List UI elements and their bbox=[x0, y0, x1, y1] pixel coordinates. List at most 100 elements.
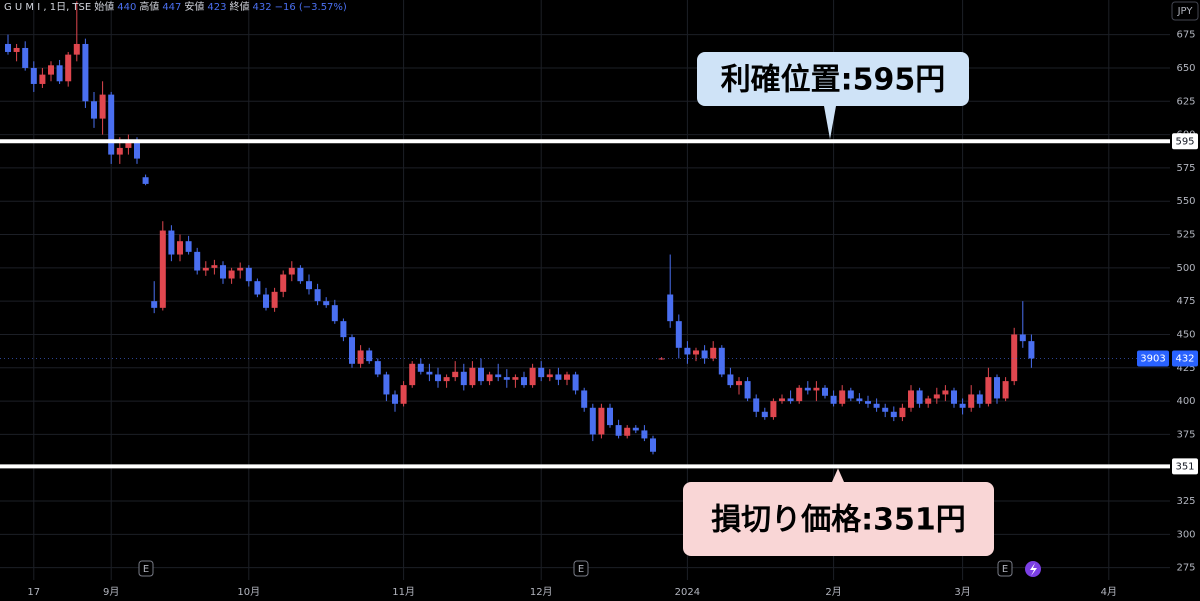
candle-body bbox=[598, 407, 605, 435]
candle-body bbox=[228, 270, 235, 279]
candle-body bbox=[658, 358, 665, 360]
x-tick-label: 9月 bbox=[103, 586, 119, 598]
candle-body bbox=[99, 94, 106, 119]
event-marker: E bbox=[143, 564, 149, 575]
candle-body bbox=[177, 241, 183, 255]
x-tick-label: 11月 bbox=[392, 586, 415, 598]
candle-body bbox=[675, 321, 682, 348]
candles bbox=[5, 1, 1035, 455]
candle-body bbox=[753, 398, 760, 412]
ohlc-label: 安値 bbox=[184, 0, 204, 13]
candle-body bbox=[331, 305, 338, 322]
candle-body bbox=[306, 281, 312, 290]
candle-body bbox=[770, 401, 777, 418]
candle-body bbox=[865, 401, 871, 404]
candle-body bbox=[349, 337, 355, 364]
candle-body bbox=[56, 65, 63, 82]
candle-body bbox=[323, 301, 330, 306]
x-tick-label: 4月 bbox=[1101, 586, 1117, 598]
event-marker-box bbox=[997, 560, 1013, 577]
candle-body bbox=[572, 374, 579, 391]
candle-body bbox=[73, 43, 80, 55]
callout-label: 損切り価格:351円 bbox=[711, 503, 966, 538]
candle-body bbox=[263, 294, 269, 308]
candle-body bbox=[254, 281, 261, 295]
candle-body bbox=[417, 363, 424, 372]
candle-body bbox=[220, 265, 226, 279]
callout-pointer bbox=[824, 106, 836, 140]
candle-body bbox=[5, 43, 11, 52]
y-tick-label: 625 bbox=[1176, 96, 1195, 107]
candle-body bbox=[366, 350, 373, 362]
candle-body bbox=[435, 374, 441, 382]
candle-body bbox=[374, 361, 381, 375]
candle-body bbox=[486, 374, 493, 382]
candle-body bbox=[288, 267, 295, 275]
candle-body bbox=[211, 265, 218, 268]
x-tick-label: 2月 bbox=[825, 586, 841, 598]
candle-body bbox=[830, 395, 837, 404]
y-tick-label: 525 bbox=[1176, 230, 1195, 241]
candle-body bbox=[916, 390, 923, 404]
candle-body bbox=[968, 394, 975, 408]
candle-body bbox=[684, 347, 691, 355]
level-axis-box bbox=[1172, 133, 1198, 150]
candle-body bbox=[297, 267, 304, 282]
candle-body bbox=[392, 394, 398, 404]
candle-body bbox=[744, 381, 751, 399]
candle-body bbox=[607, 407, 613, 426]
candle-body bbox=[976, 394, 983, 404]
candle-body bbox=[125, 141, 132, 148]
candle-body bbox=[632, 427, 639, 431]
currency: JPY bbox=[1177, 6, 1194, 17]
candle-body bbox=[1019, 334, 1026, 342]
candle-body bbox=[538, 367, 545, 378]
candle-body bbox=[159, 230, 166, 308]
y-tick-label: 325 bbox=[1176, 496, 1195, 507]
candle-body bbox=[813, 387, 820, 391]
candle-body bbox=[667, 294, 674, 322]
candle-body bbox=[142, 177, 149, 184]
candle-body bbox=[951, 390, 957, 404]
candle-body bbox=[856, 398, 863, 402]
candle-body bbox=[134, 141, 140, 159]
candle-body bbox=[400, 385, 407, 404]
ohlc-label: 始値 bbox=[94, 0, 114, 13]
candle-body bbox=[761, 411, 768, 418]
candle-body bbox=[736, 381, 742, 386]
ohlc-label: 終値 bbox=[230, 0, 250, 13]
ohlc-label: 高値 bbox=[139, 0, 159, 13]
y-tick-label: 450 bbox=[1176, 329, 1195, 340]
candle-body bbox=[959, 403, 966, 408]
candle-body bbox=[839, 390, 846, 404]
candle-body bbox=[314, 289, 321, 302]
ohlc-value: 440 bbox=[117, 2, 136, 13]
level-axis-label: 595 bbox=[1175, 136, 1194, 147]
candle-body bbox=[727, 374, 734, 386]
candle-body bbox=[804, 387, 811, 391]
y-tick-label: 375 bbox=[1176, 429, 1195, 440]
y-tick-label: 550 bbox=[1176, 196, 1195, 207]
candle-body bbox=[151, 301, 158, 308]
x-tick-label: 10月 bbox=[237, 586, 260, 598]
y-tick-label: 425 bbox=[1176, 363, 1195, 374]
candle-body bbox=[443, 377, 450, 382]
candle-body bbox=[650, 438, 656, 452]
candle-body bbox=[91, 101, 97, 119]
candle-body bbox=[469, 367, 476, 386]
candle-body bbox=[202, 267, 209, 271]
candle-body bbox=[271, 291, 278, 308]
candle-body bbox=[48, 65, 54, 75]
candle-body bbox=[1011, 334, 1018, 382]
symbol: G U M I , 1日, TSE bbox=[4, 2, 91, 13]
candle-body bbox=[426, 371, 433, 375]
candle-body bbox=[409, 363, 416, 386]
y-tick-label: 500 bbox=[1176, 263, 1195, 274]
candle-body bbox=[357, 350, 364, 364]
candle-body bbox=[82, 43, 89, 102]
candle-body bbox=[194, 251, 201, 271]
candle-body bbox=[495, 374, 502, 378]
callout-label: 利確位置:595円 bbox=[721, 63, 946, 98]
